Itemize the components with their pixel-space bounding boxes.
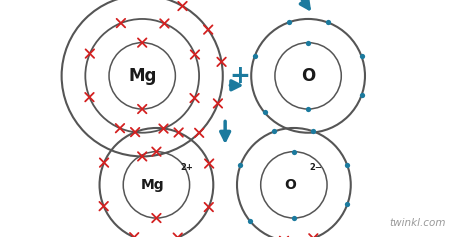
FancyArrowPatch shape (221, 121, 229, 140)
Text: +: + (229, 64, 250, 88)
Text: O: O (301, 67, 315, 85)
FancyArrowPatch shape (154, 0, 309, 9)
Text: 2−: 2− (310, 163, 322, 172)
Text: twinkl.com: twinkl.com (389, 218, 446, 228)
Text: Mg: Mg (128, 67, 156, 85)
Text: Mg: Mg (141, 178, 164, 192)
FancyArrowPatch shape (230, 81, 240, 90)
Text: O: O (284, 178, 296, 192)
Text: 2+: 2+ (180, 163, 193, 172)
